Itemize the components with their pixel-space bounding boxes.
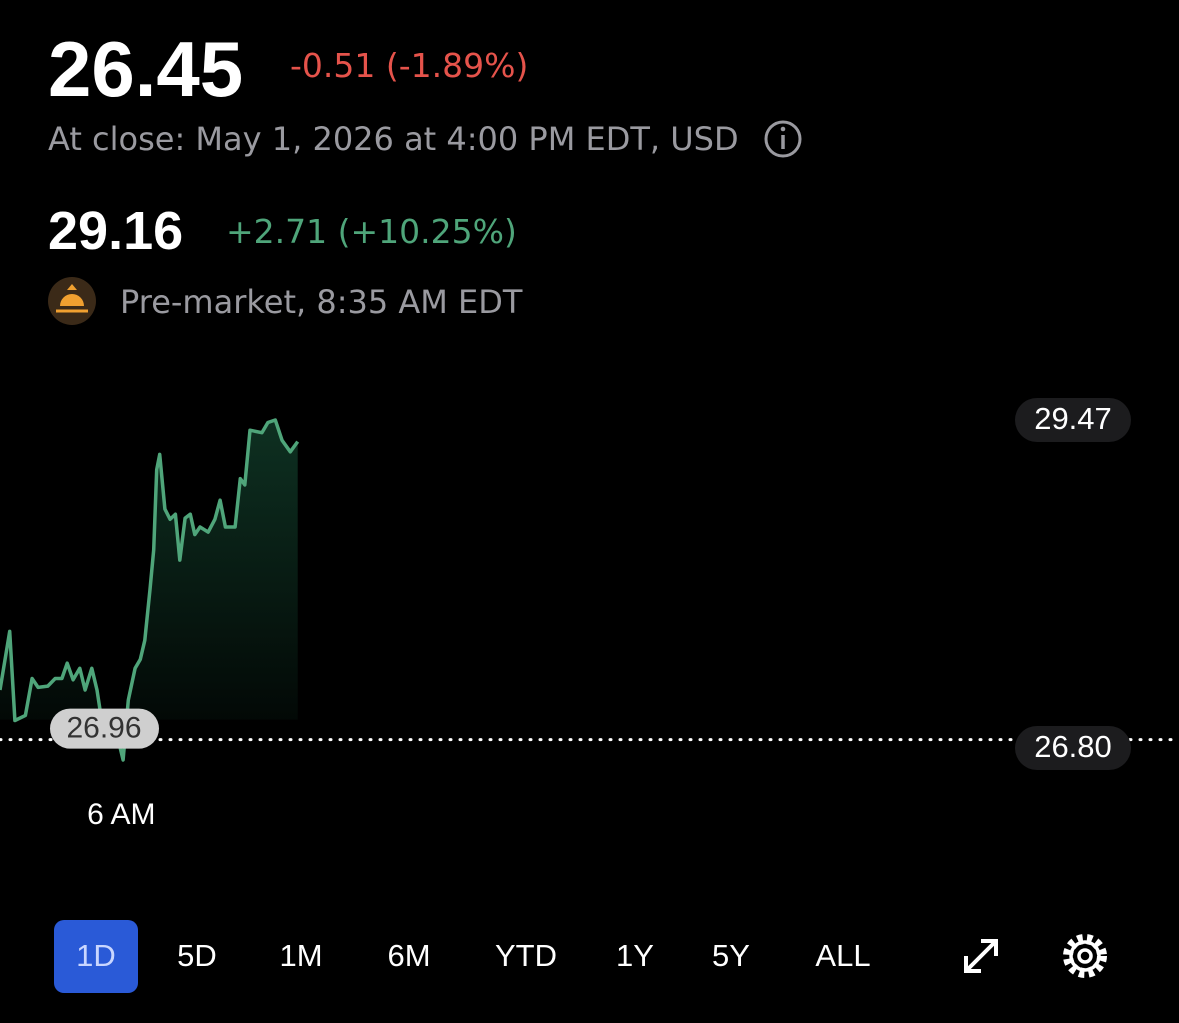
price: 26.45 xyxy=(48,25,244,113)
range-tab[interactable]: 6M xyxy=(387,938,430,973)
settings-icon[interactable] xyxy=(1063,934,1107,978)
range-tab[interactable]: 1D xyxy=(76,938,116,973)
sunrise-icon xyxy=(48,277,96,325)
y-tick-badge xyxy=(1015,726,1131,770)
y-tick: 29.47 xyxy=(1015,398,1131,442)
range-tab-active[interactable] xyxy=(54,920,138,993)
y-tick-badge xyxy=(1015,398,1131,442)
price-area xyxy=(0,420,298,760)
price-change: -0.51 (-1.89%) xyxy=(290,46,529,85)
info-icon[interactable] xyxy=(764,120,802,158)
x-tick-label: 6 AM xyxy=(87,798,155,831)
price-line xyxy=(0,418,300,762)
y-tick-label: 26.80 xyxy=(1034,729,1112,764)
y-tick: 26.80 xyxy=(1015,726,1131,770)
premarket-change: +2.71 (+10.25%) xyxy=(226,212,517,251)
y-tick-label: 29.47 xyxy=(1034,401,1112,436)
range-tab[interactable]: 1M xyxy=(279,938,322,973)
range-tab[interactable]: 5Y xyxy=(712,938,750,973)
expand-icon[interactable] xyxy=(964,939,998,973)
reference-badge xyxy=(50,708,159,749)
reference-label: 26.96 xyxy=(66,712,141,745)
premarket-session: Pre-market, 8:35 AM EDT xyxy=(120,283,523,321)
close-info: At close: May 1, 2026 at 4:00 PM EDT, US… xyxy=(48,120,739,158)
range-tab[interactable]: YTD xyxy=(495,938,557,973)
premarket-price: 29.16 xyxy=(48,201,184,261)
range-tab[interactable]: ALL xyxy=(815,938,870,973)
range-tab[interactable]: 1Y xyxy=(616,938,654,973)
range-tab[interactable]: 5D xyxy=(177,938,217,973)
